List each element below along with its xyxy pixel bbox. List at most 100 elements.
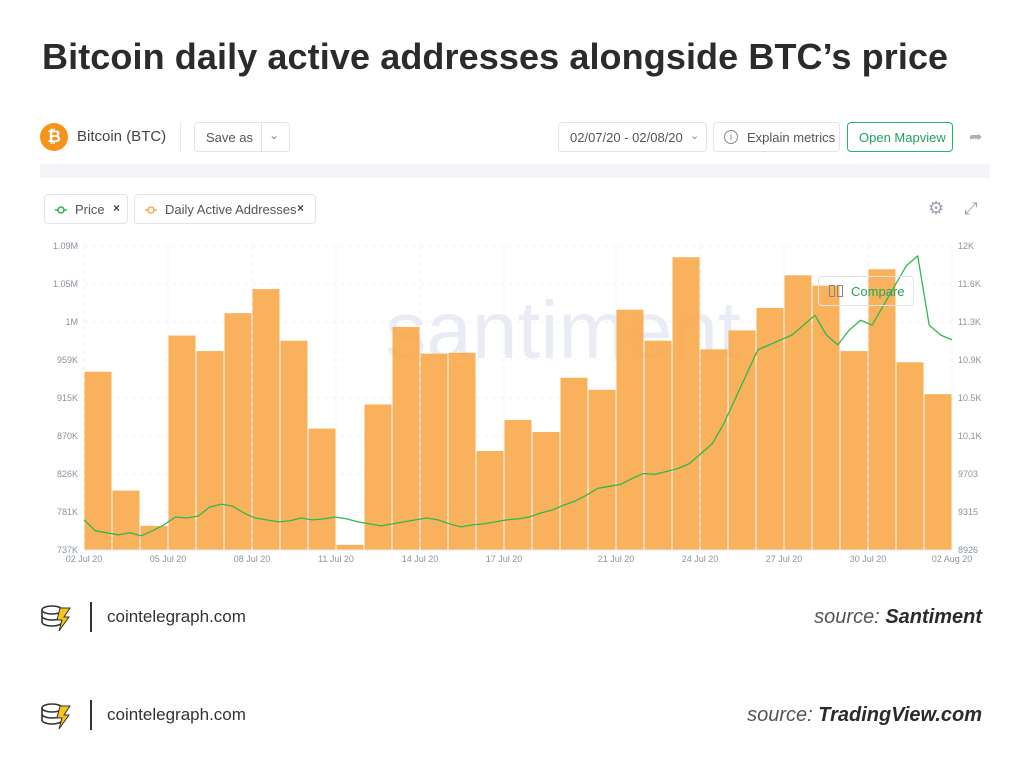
chevron-down-icon: ⌄	[690, 130, 700, 142]
left-axis-tick-label: 1M	[65, 317, 78, 327]
daa-bar	[840, 351, 868, 550]
right-axis-tick-label: 10.9K	[958, 355, 982, 365]
bitcoin-logo-icon: ₿	[40, 123, 68, 151]
cointelegraph-logo-icon	[41, 703, 71, 730]
daa-bar	[84, 371, 112, 550]
source-prefix: source:	[814, 606, 886, 628]
price-chip-label: Price	[75, 202, 105, 217]
left-axis-tick-label: 737K	[57, 545, 78, 555]
date-range-selector[interactable]: 02/07/20 - 02/08/20 ⌄	[558, 122, 707, 152]
cointelegraph-logo-icon	[41, 605, 71, 632]
chart-panel: 1.09M 12K 1.05M 11.6K 1M 11.3K 959K 10.9K 915K 10…	[40, 112, 990, 572]
daa-bar	[392, 326, 420, 550]
right-axis-tick-label: 11.6K	[958, 279, 981, 289]
left-axis-tick-label: 870K	[57, 431, 78, 441]
page-title: Bitcoin daily active addresses alongside…	[42, 36, 949, 77]
daa-chip-label: Daily Active Addresses	[165, 202, 297, 217]
right-axis-tick-label: 8926	[958, 545, 978, 555]
divider	[90, 700, 92, 730]
daa-bar	[280, 340, 308, 550]
expand-icon[interactable]: ⤢	[964, 199, 978, 219]
daa-bar	[784, 275, 812, 550]
x-axis-tick-label: 02 Aug 20	[932, 554, 973, 564]
daa-bar	[252, 289, 280, 550]
left-axis-tick-label: 1.05M	[53, 279, 78, 289]
daa-bar	[364, 404, 392, 550]
left-axis-tick-label: 915K	[57, 393, 78, 403]
daa-bar	[448, 352, 476, 550]
x-axis-tick-label: 05 Jul 20	[150, 554, 187, 564]
price-metric-chip[interactable]: Price ×	[44, 194, 128, 224]
save-as-label: Save as	[206, 130, 253, 145]
left-axis-tick-label: 1.09M	[53, 241, 78, 251]
compare-button[interactable]: Compare	[818, 276, 914, 306]
daa-bar	[336, 544, 364, 550]
daa-bar	[532, 432, 560, 550]
daa-bar	[112, 490, 140, 550]
right-axis-tick-label: 12K	[958, 241, 974, 251]
compare-icon	[829, 285, 843, 297]
daa-bar	[168, 335, 196, 550]
price-line-icon	[55, 206, 67, 214]
daa-line-icon	[145, 206, 157, 214]
daa-bar	[476, 450, 504, 550]
open-mapview-button[interactable]: Open Mapview	[847, 122, 953, 152]
daa-bar	[924, 394, 952, 550]
metric-chips: Price × Daily Active Addresses × Compare	[40, 194, 990, 306]
daa-bar	[588, 389, 616, 550]
daa-bar	[728, 330, 756, 550]
x-axis-tick-label: 27 Jul 20	[766, 554, 803, 564]
x-axis-tick-label: 24 Jul 20	[682, 554, 719, 564]
save-as-button[interactable]: Save as ⌄	[194, 122, 290, 152]
daa-bar	[812, 285, 840, 550]
compare-label: Compare	[851, 284, 905, 299]
divider	[90, 602, 92, 632]
daa-bar	[644, 340, 672, 550]
x-axis-tick-label: 17 Jul 20	[486, 554, 523, 564]
asset-name[interactable]: Bitcoin (BTC)	[77, 128, 167, 145]
daa-bar	[672, 257, 700, 550]
footer-tradingview: cointelegraph.com source: TradingView.co…	[0, 698, 1024, 738]
footer-santiment: cointelegraph.com source: Santiment	[0, 600, 1024, 640]
left-axis-tick-label: 781K	[57, 507, 78, 517]
x-axis-tick-label: 08 Jul 20	[234, 554, 271, 564]
chevron-down-icon[interactable]: ⌄	[269, 128, 280, 142]
close-icon[interactable]: ×	[113, 201, 121, 215]
info-icon: i	[724, 130, 738, 144]
chart: 1.09M 12K 1.05M 11.6K 1M 11.3K 959K 10.9K 915K 10…	[53, 241, 982, 564]
right-axis-tick-label: 11.3K	[958, 317, 981, 327]
gear-icon[interactable]: ⚙	[928, 198, 945, 219]
source-credit: source: Santiment	[814, 606, 982, 629]
daa-bar	[896, 362, 924, 550]
date-range-label: 02/07/20 - 02/08/20	[570, 130, 683, 145]
close-icon[interactable]: ×	[297, 201, 305, 215]
x-axis-tick-label: 21 Jul 20	[598, 554, 635, 564]
x-axis-tick-label: 30 Jul 20	[850, 554, 887, 564]
toolbar: ₿ Bitcoin (BTC) Save as ⌄ 02/07/20 - 02/…	[40, 112, 990, 162]
x-axis-tick-label: 11 Jul 20	[318, 554, 354, 564]
source-prefix: source:	[747, 704, 819, 726]
x-axis-tick-label: 14 Jul 20	[402, 554, 439, 564]
daa-bar	[308, 428, 336, 550]
daa-bar	[224, 313, 252, 550]
daa-bar	[420, 353, 448, 550]
explain-metrics-button[interactable]: i Explain metrics	[713, 122, 840, 152]
left-axis-tick-label: 959K	[57, 355, 78, 365]
right-axis-tick-label: 10.5K	[958, 393, 982, 403]
daa-bar	[868, 269, 896, 550]
right-axis-tick-label: 9315	[958, 507, 978, 517]
source-name: TradingView.com	[818, 704, 982, 726]
daa-bar	[504, 419, 532, 550]
source-credit: source: TradingView.com	[747, 704, 982, 727]
site-name: cointelegraph.com	[107, 705, 246, 724]
share-icon[interactable]: ➦	[969, 127, 983, 146]
source-name: Santiment	[885, 606, 982, 628]
open-mapview-label: Open Mapview	[859, 130, 946, 145]
divider	[261, 123, 262, 151]
daily-active-addresses-chip[interactable]: Daily Active Addresses ×	[134, 194, 316, 224]
daa-bar	[560, 377, 588, 550]
price-line	[83, 255, 953, 537]
x-axis-tick-label: 02 Jul 20	[66, 554, 103, 564]
explain-metrics-label: Explain metrics	[747, 130, 836, 145]
toolbar-divider-strip	[40, 164, 990, 178]
